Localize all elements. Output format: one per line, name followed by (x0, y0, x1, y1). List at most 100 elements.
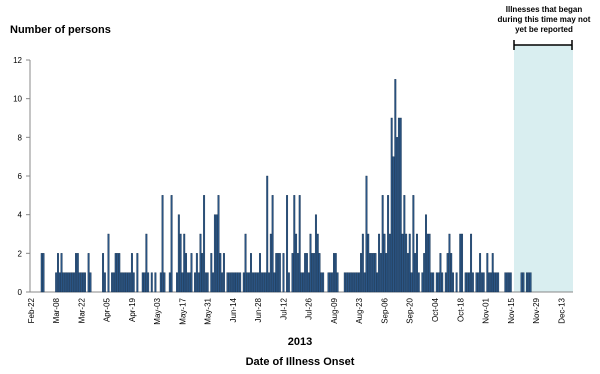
bar (479, 253, 482, 293)
bar (84, 272, 86, 293)
bar (504, 272, 507, 293)
bar (286, 195, 289, 293)
x-tick-label: Sep-06 (380, 297, 389, 323)
bar (112, 272, 115, 293)
bar (441, 272, 444, 293)
bar (333, 253, 335, 293)
bar (190, 253, 193, 293)
bar (73, 272, 76, 293)
bar (522, 272, 525, 293)
bar (206, 272, 209, 293)
bar (302, 272, 305, 293)
bar (405, 233, 408, 293)
x-tick-label: Jul-12 (279, 297, 288, 319)
bar (71, 272, 74, 293)
bar (107, 233, 110, 293)
bar (455, 272, 458, 293)
bar (387, 195, 390, 293)
bar (459, 233, 462, 293)
bar (76, 253, 79, 293)
bar (219, 253, 222, 293)
bar (150, 272, 153, 293)
x-tick-label: Nov-01 (482, 297, 491, 323)
bar (259, 253, 261, 293)
bar (204, 272, 207, 293)
bar (40, 253, 43, 293)
bar (388, 233, 391, 293)
bar (385, 253, 388, 293)
bar (423, 253, 426, 293)
chart-title: Number of persons (10, 24, 111, 36)
x-tick-label: May-31 (204, 297, 213, 324)
x-tick-label: Oct-04 (431, 297, 440, 322)
bar (425, 214, 427, 293)
bar (378, 233, 381, 293)
bar (222, 253, 225, 293)
bar (177, 214, 180, 293)
bar (161, 195, 164, 293)
bar (311, 253, 314, 293)
bar (415, 233, 418, 293)
x-tick-label: Dec-13 (557, 297, 566, 323)
x-tick-label: Mar-22 (77, 297, 86, 323)
bar (103, 272, 106, 293)
bar (145, 233, 148, 293)
bar (159, 272, 162, 293)
bar (509, 272, 512, 293)
bar (313, 253, 316, 293)
x-tick-label: Nov-29 (532, 297, 541, 323)
bar (58, 272, 61, 293)
bar (435, 272, 438, 293)
bar (374, 253, 377, 293)
bar (264, 272, 267, 293)
bar (379, 253, 382, 293)
x-tick-label: Jul-26 (305, 297, 314, 319)
bar (406, 253, 409, 293)
bar (210, 253, 213, 293)
bar (163, 272, 166, 293)
x-tick-label: Nov-15 (507, 297, 516, 323)
bar (87, 253, 90, 293)
bar (491, 253, 494, 293)
x-tick-label: Apr-19 (128, 297, 137, 322)
bar (121, 272, 124, 293)
bar (231, 272, 234, 293)
bar (318, 253, 321, 293)
bar (296, 253, 299, 293)
bar (185, 253, 188, 293)
bar (354, 272, 357, 293)
bar (136, 253, 139, 293)
x-tick-label: Feb-22 (27, 297, 36, 323)
bar (67, 272, 70, 293)
bar (237, 272, 240, 293)
bar (213, 214, 216, 293)
bar (360, 253, 362, 293)
bar (300, 272, 303, 293)
bar (233, 272, 236, 293)
bar (197, 272, 200, 293)
bar (383, 233, 386, 293)
bar (250, 253, 252, 293)
bar (129, 272, 132, 293)
bar (251, 272, 254, 293)
bar (266, 175, 269, 293)
bar (358, 272, 361, 293)
bar (221, 272, 224, 293)
bar (477, 272, 480, 293)
bar (446, 253, 449, 293)
bar (421, 272, 424, 293)
x-tick-label: Jun-28 (254, 297, 263, 322)
bar (352, 272, 355, 293)
bar (226, 272, 229, 293)
bar (376, 272, 379, 293)
bar (408, 233, 411, 293)
bar (497, 272, 500, 293)
bar (228, 272, 231, 293)
bar (489, 272, 492, 293)
x-tick-label: Aug-09 (330, 297, 339, 323)
bar (246, 272, 249, 293)
bar (304, 253, 307, 293)
y-tick-label: 8 (18, 133, 23, 142)
bar (461, 233, 464, 293)
